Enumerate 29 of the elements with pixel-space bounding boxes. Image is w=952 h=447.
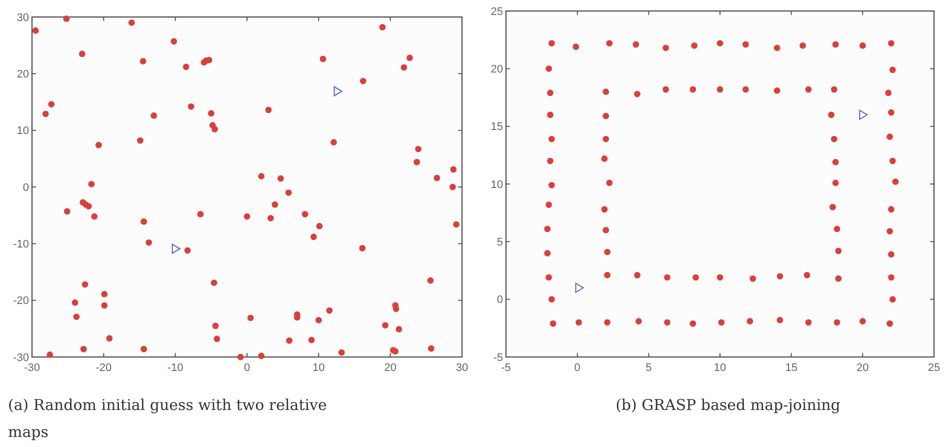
y-tick-label: 15 (490, 121, 503, 134)
x-tick-label: 0 (244, 362, 250, 374)
x-tick-label: 25 (928, 362, 940, 374)
y-tick-label: 20 (490, 64, 503, 76)
y-tick-label: 5 (496, 236, 503, 249)
x-tick-label: 10 (312, 362, 325, 374)
x-tick-label: 5 (646, 362, 652, 374)
x-tick-label: 20 (384, 362, 396, 374)
y-tick-label: -10 (13, 238, 29, 251)
y-tick-label: 30 (16, 12, 29, 24)
y-tick-label: 20 (16, 68, 29, 81)
y-tick-label: 25 (490, 6, 503, 18)
x-tick-label: -20 (96, 362, 112, 374)
y-tick-label: -20 (13, 295, 29, 308)
x-tick-label: 0 (574, 362, 580, 374)
y-tick-label: 0 (22, 182, 29, 194)
x-tick-label: 30 (456, 362, 468, 374)
x-tick-label: 15 (785, 362, 798, 374)
x-tick-label: 10 (714, 362, 726, 374)
y-tick-label: 10 (16, 125, 29, 138)
text: (a) Random initial guess with two relative maps (8, 396, 328, 441)
y-tick-label: -5 (493, 352, 503, 364)
x-tick-label: -10 (167, 362, 184, 374)
text: (b) GRASP based map-joining (616, 396, 841, 414)
y-tick-label: 0 (496, 294, 503, 306)
x-tick-label: -30 (24, 362, 40, 374)
y-tick-label: 10 (490, 178, 503, 191)
y-tick-label: -30 (13, 352, 29, 364)
x-tick-label: 20 (856, 362, 869, 374)
